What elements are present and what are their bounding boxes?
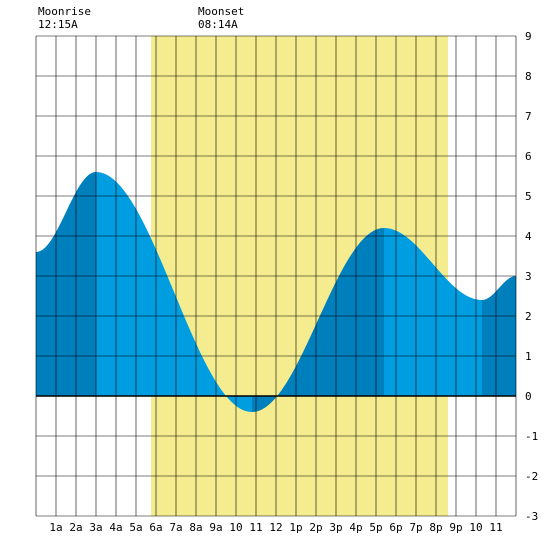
y-tick-label: 7: [525, 110, 532, 123]
moonset-time: 08:14A: [198, 18, 238, 31]
y-tick-label: 5: [525, 190, 532, 203]
x-tick-label: 8p: [429, 521, 442, 534]
tide-layer: [36, 172, 516, 412]
moonrise-annotation: Moonrise 12:15A: [38, 5, 91, 31]
x-tick-label: 1p: [289, 521, 302, 534]
moonrise-time: 12:15A: [38, 18, 78, 31]
y-tick-label: 9: [525, 30, 532, 43]
x-tick-label: 5a: [129, 521, 142, 534]
tide-falling-segment: [384, 228, 482, 396]
x-tick-label: 2a: [69, 521, 82, 534]
x-tick-label: 2p: [309, 521, 322, 534]
x-tick-label: 7p: [409, 521, 422, 534]
grid-layer: [35, 35, 517, 517]
tide-rising-segment: [36, 172, 96, 396]
x-tick-label: 8a: [189, 521, 202, 534]
y-tick-label: -1: [525, 430, 538, 443]
y-tick-label: -2: [525, 470, 538, 483]
axis-labels-layer: 1a 2a 3a 4a 5a 6a 7a 8a 9a 10 11 12 1p 2p 3p 4p 5p 6p 7p 8p…: [49, 30, 538, 534]
y-tick-label: 8: [525, 70, 532, 83]
moonset-annotation: Moonset 08:14A: [198, 5, 244, 31]
x-tick-label: 9a: [209, 521, 222, 534]
x-tick-label: 12: [269, 521, 282, 534]
x-tick-label: 6p: [389, 521, 402, 534]
y-tick-label: 1: [525, 350, 532, 363]
x-tick-label: 3p: [329, 521, 342, 534]
y-tick-label: 2: [525, 310, 532, 323]
moonset-label: Moonset: [198, 5, 245, 18]
moonrise-label: Moonrise: [38, 5, 91, 18]
x-tick-label: 5p: [369, 521, 382, 534]
x-tick-label: 4a: [109, 521, 122, 534]
x-tick-label: 11: [249, 521, 262, 534]
y-tick-label: 0: [525, 390, 532, 403]
tide-falling-segment: [96, 172, 252, 412]
tide-rising-segment: [482, 276, 516, 396]
y-tick-label: 3: [525, 270, 532, 283]
x-tick-label: 10: [229, 521, 242, 534]
x-tick-label: 3a: [89, 521, 102, 534]
x-tick-label: 7a: [169, 521, 182, 534]
x-tick-label: 10: [469, 521, 482, 534]
y-tick-label: 4: [525, 230, 532, 243]
x-tick-label: 1a: [49, 521, 62, 534]
y-tick-label: -3: [525, 510, 538, 523]
x-tick-label: 9p: [449, 521, 462, 534]
x-tick-label: 4p: [349, 521, 362, 534]
tide-rising-segment: [252, 228, 384, 412]
y-tick-label: 6: [525, 150, 532, 163]
x-tick-label: 11: [489, 521, 502, 534]
x-tick-label: 6a: [149, 521, 162, 534]
